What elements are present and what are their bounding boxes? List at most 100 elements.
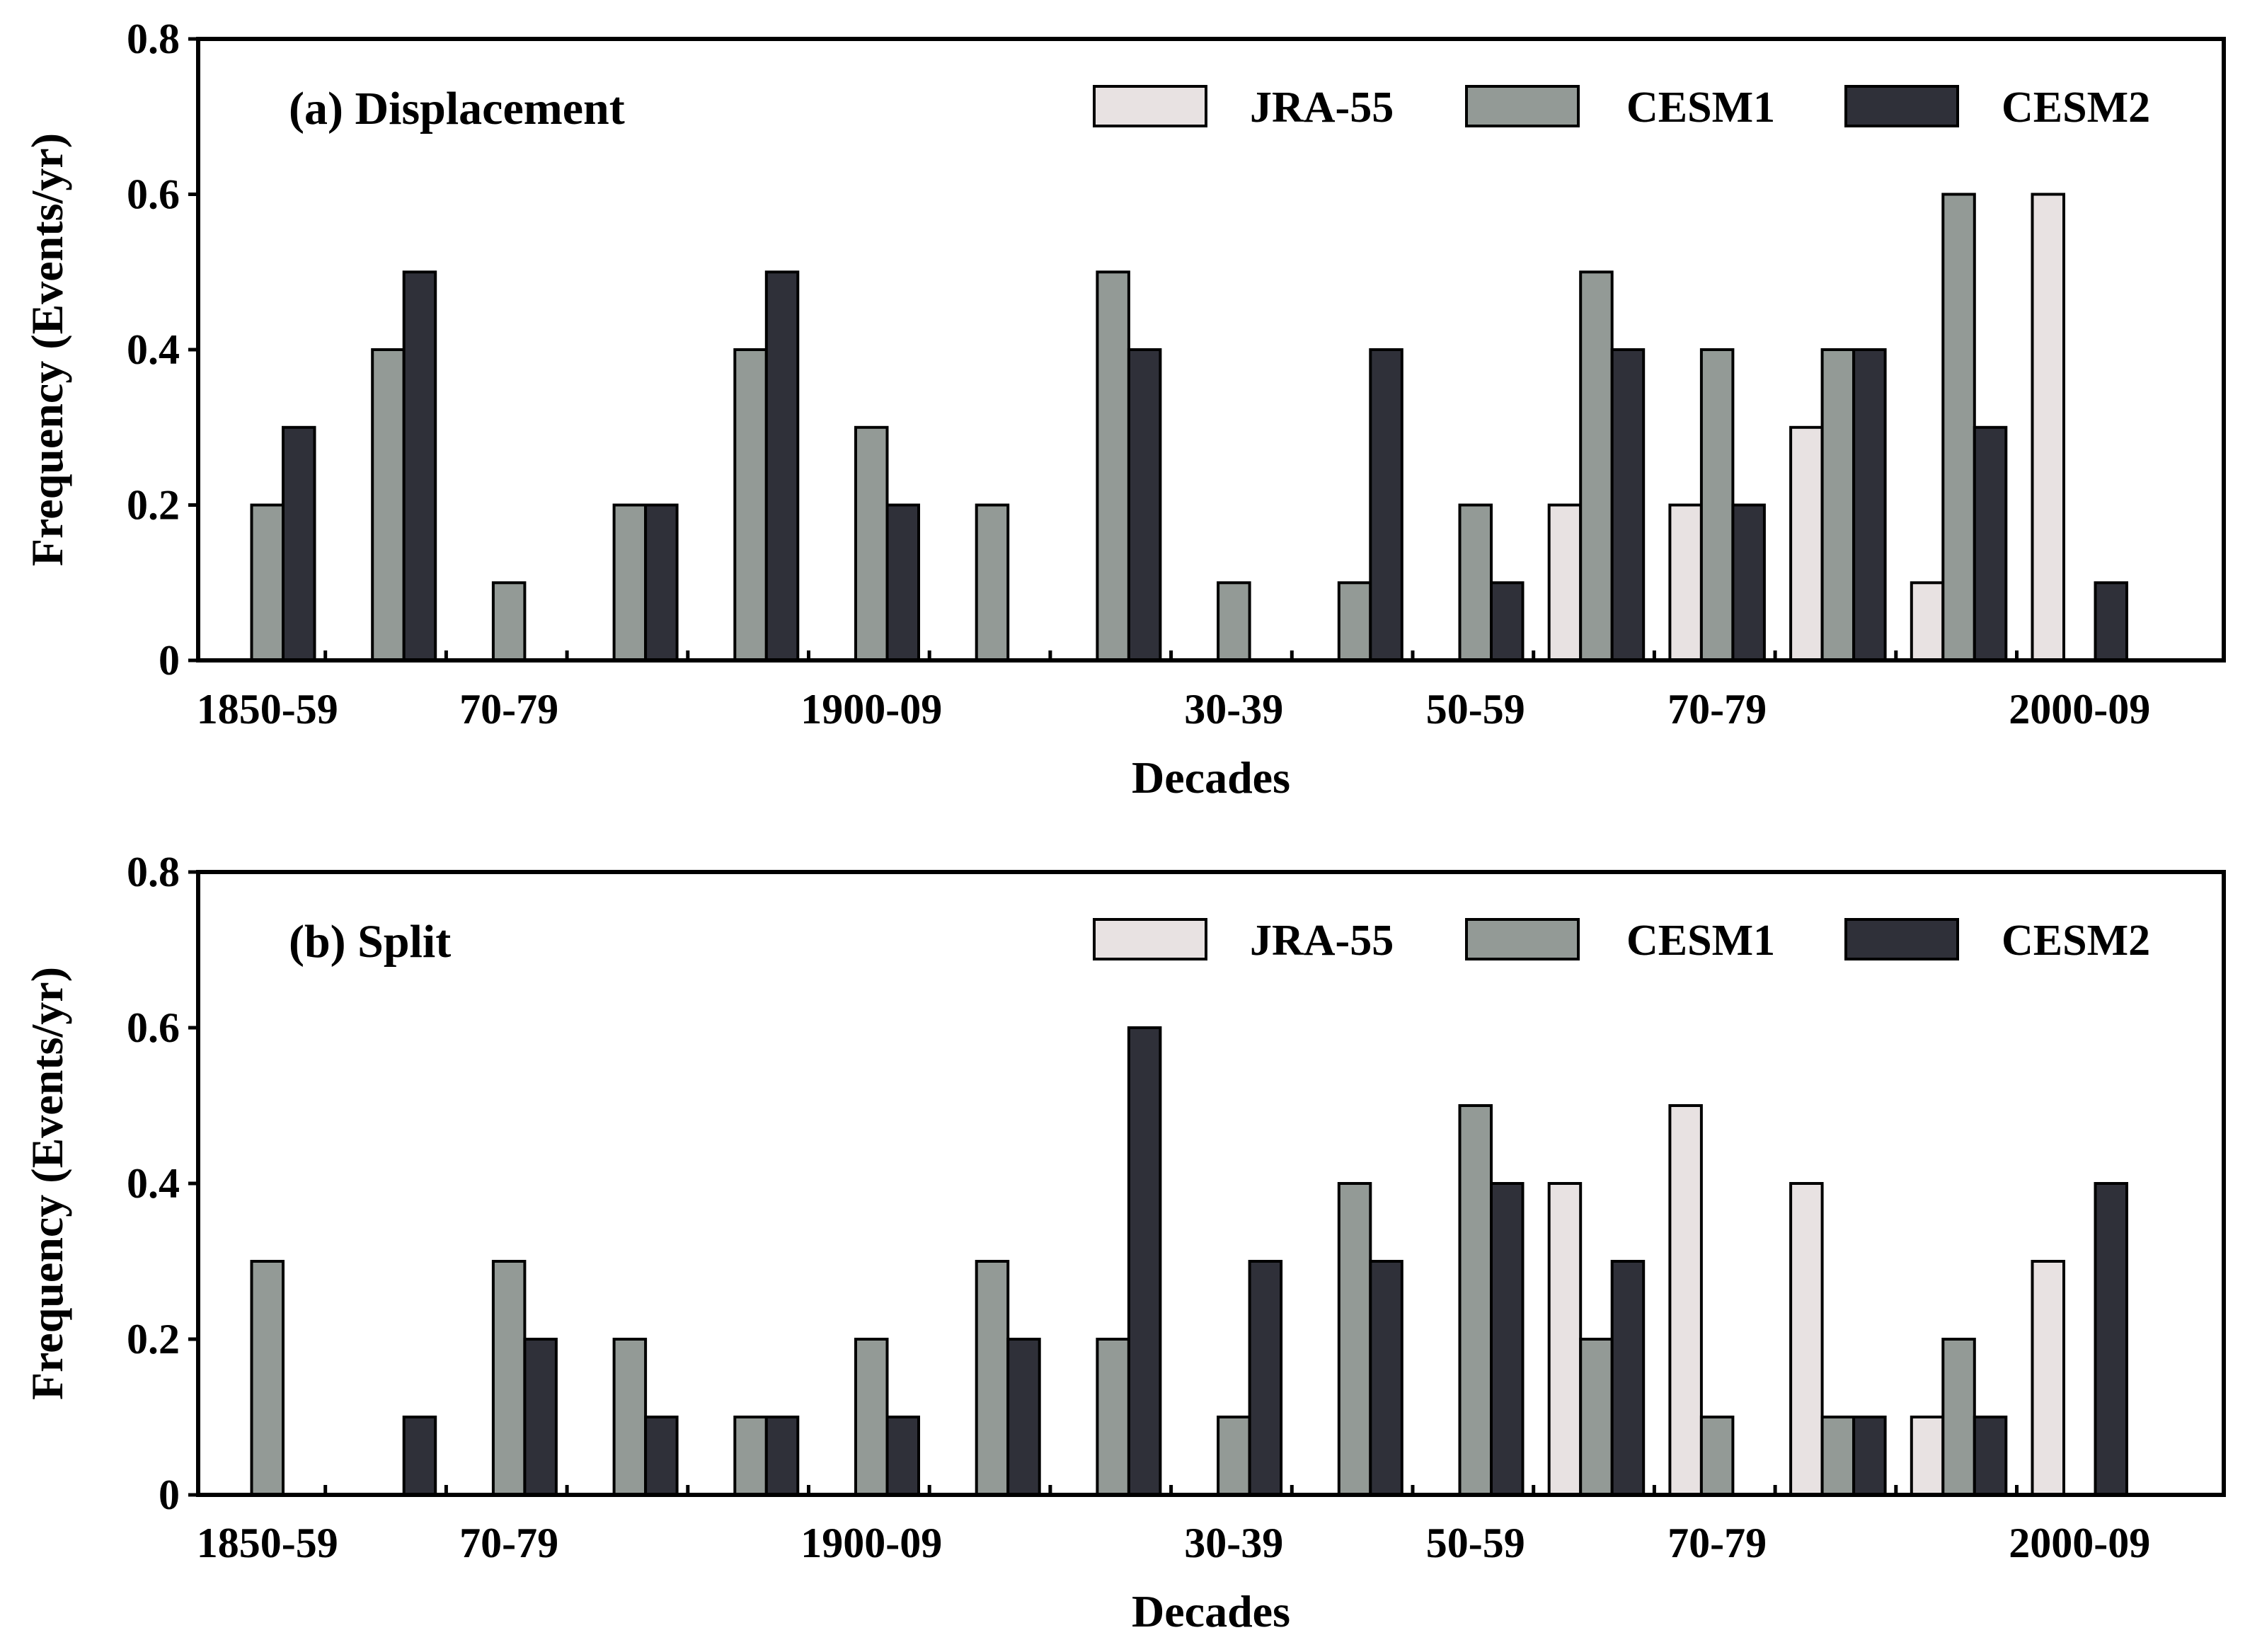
bar-jra-55-1960-69 xyxy=(1547,503,1583,662)
bar-cesm2-1990-99 xyxy=(1973,425,2008,662)
bar-cesm1-1850-59 xyxy=(250,503,285,662)
bar-cesm1-1960-69 xyxy=(1579,270,1614,662)
legend-label-jra-55: JRA-55 xyxy=(1250,917,1394,965)
legend-label-cesm2: CESM2 xyxy=(2002,84,2150,132)
bar-cesm2-1900-09 xyxy=(885,1416,920,1496)
bar-cesm2-1850-59 xyxy=(282,425,316,662)
bar-cesm1-1940-49 xyxy=(1337,581,1372,662)
panel-title: (b) Split xyxy=(289,916,451,968)
bar-jra-55-2000-09 xyxy=(2031,1260,2065,1496)
bar-jra-55-1980-89 xyxy=(1789,1182,1824,1496)
x-tick-label-1930-39: 30-39 xyxy=(1184,686,1283,733)
legend-label-cesm1: CESM1 xyxy=(1626,917,1775,965)
bar-cesm1-1980-89 xyxy=(1820,348,1856,662)
bar-cesm1-1990-99 xyxy=(1941,193,1976,662)
x-tick-label-1970-79: 70-79 xyxy=(1667,686,1767,733)
bar-jra-55-1990-99 xyxy=(1910,581,1945,662)
bar-cesm1-1910-19 xyxy=(975,1260,1010,1496)
x-tick-label-1950-59: 50-59 xyxy=(1426,686,1525,733)
bar-cesm1-1940-49 xyxy=(1337,1182,1372,1496)
x-tick-label-1870-79: 70-79 xyxy=(459,1520,558,1566)
bar-cesm2-1970-79 xyxy=(1731,503,1766,662)
x-tick-label-1970-79: 70-79 xyxy=(1667,1520,1767,1566)
x-axis-title: Decades xyxy=(1132,752,1290,803)
bar-cesm1-1880-89 xyxy=(612,503,648,662)
bar-cesm1-1920-29 xyxy=(1096,270,1130,662)
bar-cesm2-1960-69 xyxy=(1610,1260,1646,1496)
bar-cesm1-1970-79 xyxy=(1699,348,1735,662)
bar-cesm1-1880-89 xyxy=(612,1338,648,1496)
bar-cesm2-1890-99 xyxy=(764,270,800,662)
x-tick-label-1900-09: 1900-09 xyxy=(800,1520,942,1566)
panel-title: (a) Displacement xyxy=(289,83,625,134)
bar-cesm1-1890-99 xyxy=(733,1416,768,1496)
bar-cesm1-1860-69 xyxy=(371,348,406,662)
legend-label-cesm1: CESM1 xyxy=(1626,84,1775,132)
bar-cesm2-1940-49 xyxy=(1369,348,1403,662)
panel-split: 0 0.2 0.4 0.6 0.8 1850-59 70-79 1900-09 30-39 50-… xyxy=(22,849,2226,1636)
bar-cesm2-1890-99 xyxy=(764,1416,800,1496)
bar-cesm2-1950-59 xyxy=(1490,581,1525,662)
y-tick-label: 0 xyxy=(159,637,180,684)
legend-swatch-cesm2 xyxy=(1844,918,1959,960)
x-tick-label-1900-09: 1900-09 xyxy=(800,686,942,733)
bar-cesm2-1910-19 xyxy=(1006,1338,1041,1496)
bar-cesm1-1870-79 xyxy=(491,581,527,662)
bar-cesm2-1990-99 xyxy=(1973,1416,2008,1496)
bar-cesm1-1920-29 xyxy=(1096,1338,1130,1496)
bar-cesm2-1940-49 xyxy=(1369,1260,1403,1496)
y-tick-label: 0.6 xyxy=(127,171,180,218)
bar-jra-55-1990-99 xyxy=(1910,1416,1945,1496)
y-tick-label: 0 xyxy=(159,1472,180,1518)
bar-jra-55-2000-09 xyxy=(2031,193,2065,662)
bar-cesm2-1930-39 xyxy=(1248,1260,1283,1496)
x-tick-label-1870-79: 70-79 xyxy=(459,686,558,733)
x-tick-label-1850-59: 1850-59 xyxy=(197,686,338,733)
bar-cesm1-1930-39 xyxy=(1217,581,1251,662)
bar-cesm1-1960-69 xyxy=(1579,1338,1614,1496)
y-tick-label: 0.4 xyxy=(127,1160,180,1207)
legend-swatch-cesm1 xyxy=(1465,918,1580,960)
bar-cesm1-1950-59 xyxy=(1458,503,1493,662)
x-tick-label-1950-59: 50-59 xyxy=(1426,1520,1525,1566)
y-tick-label: 0.6 xyxy=(127,1004,180,1051)
bar-cesm1-1980-89 xyxy=(1820,1416,1856,1496)
legend-swatch-jra-55 xyxy=(1093,918,1207,960)
y-tick-label: 0.2 xyxy=(127,1316,180,1363)
bar-cesm1-1970-79 xyxy=(1699,1416,1735,1496)
bar-jra-55-1960-69 xyxy=(1547,1182,1583,1496)
bar-cesm2-1920-29 xyxy=(1127,1026,1162,1496)
bar-cesm2-2000-09 xyxy=(2094,581,2128,662)
bar-cesm1-1910-19 xyxy=(975,503,1010,662)
bar-cesm1-1930-39 xyxy=(1217,1416,1251,1496)
bar-cesm2-1950-59 xyxy=(1490,1182,1525,1496)
bar-jra-55-1980-89 xyxy=(1789,425,1824,662)
bar-cesm2-1880-89 xyxy=(644,503,679,662)
bar-jra-55-1970-79 xyxy=(1668,503,1703,662)
bar-cesm1-1950-59 xyxy=(1458,1104,1493,1496)
y-tick-label: 0.4 xyxy=(127,326,180,373)
bar-cesm1-1870-79 xyxy=(491,1260,527,1496)
bar-cesm2-1980-89 xyxy=(1852,348,1887,662)
bar-cesm1-1990-99 xyxy=(1941,1338,1976,1496)
y-axis-title: Frequency (Events/yr) xyxy=(22,133,72,566)
y-tick-label: 0.2 xyxy=(127,482,180,529)
bar-cesm2-1860-69 xyxy=(402,270,437,662)
legend-swatch-cesm1 xyxy=(1465,85,1580,127)
bar-jra-55-1970-79 xyxy=(1668,1104,1703,1496)
bar-cesm2-2000-09 xyxy=(2094,1182,2128,1496)
bar-cesm2-1980-89 xyxy=(1852,1416,1887,1496)
x-axis-title: Decades xyxy=(1132,1586,1290,1636)
bar-cesm2-1870-79 xyxy=(523,1338,558,1496)
bar-cesm2-1860-69 xyxy=(402,1416,437,1496)
legend-swatch-cesm2 xyxy=(1844,85,1959,127)
x-tick-label-2000-09: 2000-09 xyxy=(2009,686,2150,733)
bar-cesm2-1900-09 xyxy=(885,503,920,662)
x-tick-label-1930-39: 30-39 xyxy=(1184,1520,1283,1566)
bar-cesm1-1890-99 xyxy=(733,348,768,662)
x-tick-label-1850-59: 1850-59 xyxy=(197,1520,338,1566)
y-axis-title: Frequency (Events/yr) xyxy=(22,967,72,1400)
bar-cesm1-1900-09 xyxy=(854,1338,889,1496)
y-tick-label: 0.8 xyxy=(127,16,180,62)
